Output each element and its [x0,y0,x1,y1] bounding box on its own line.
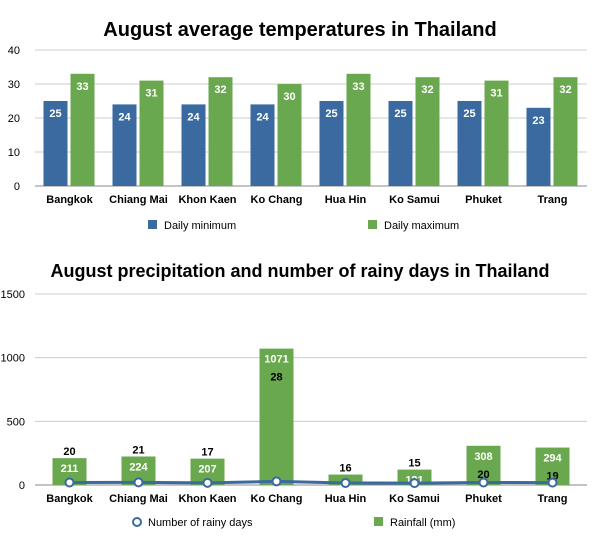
y-tick-label: 0 [19,480,25,492]
data-label: 24 [118,111,131,123]
data-label: 33 [76,81,88,93]
rainy-days-point [202,477,213,488]
x-tick-label: Khon Kaen [178,493,236,505]
x-tick-label: Trang [538,194,568,206]
data-label: 32 [214,84,226,96]
bar-max [553,77,578,186]
rainy-days-point [409,478,420,489]
bar-min [319,101,344,186]
rainfall-label: 1071 [264,354,288,366]
rainy-days-label: 17 [201,447,213,459]
bar-max [415,77,440,186]
rainy-days-label: 20 [477,469,489,481]
rainy-days-label: 15 [408,458,420,470]
bar-max [277,84,302,186]
rainy-days-point [271,476,282,487]
rainfall-label: 224 [129,461,148,473]
data-label: 24 [187,111,200,123]
data-label: 25 [325,108,337,120]
x-tick-label: Hua Hin [325,493,367,505]
rainfall-label: 294 [543,453,562,465]
bar-min [43,101,68,186]
data-label: 31 [490,88,502,100]
rainy-days-label: 21 [132,444,144,456]
rainy-days-label: 28 [270,372,282,384]
bar-min [457,101,482,186]
x-tick-label: Phuket [465,493,502,505]
rainy-days-point [478,477,489,488]
rainy-days-point [340,477,351,488]
bar-max [139,80,164,186]
legend-label: Number of rainy days [148,517,253,529]
legend-swatch [368,220,377,229]
bar-min [112,104,137,186]
data-label: 25 [394,108,406,120]
rainfall-bar [397,469,432,485]
x-tick-label: Ko Chang [251,493,303,505]
legend-label: Daily minimum [164,220,236,232]
y-tick-label: 20 [8,113,20,125]
y-tick-label: 30 [8,79,20,91]
data-label: 32 [559,84,571,96]
rainfall-label: 211 [61,463,79,475]
rainfall-label: 207 [198,464,216,476]
x-tick-label: Ko Chang [251,194,303,206]
data-label: 25 [463,108,475,120]
bar-max [346,73,371,186]
data-label: 23 [532,115,544,127]
x-tick-label: Chiang Mai [109,194,168,206]
legend-label: Daily maximum [384,220,459,232]
y-tick-label: 1500 [1,289,25,301]
x-tick-label: Trang [538,493,568,505]
data-label: 25 [49,108,61,120]
data-label: 31 [145,88,157,100]
bar-min [388,101,413,186]
bar-max [484,80,509,186]
x-tick-label: Hua Hin [325,194,367,206]
data-label: 24 [256,111,269,123]
rainy-days-point [133,477,144,488]
x-tick-label: Bangkok [46,493,93,505]
legend-marker [132,517,142,527]
y-tick-label: 1000 [1,353,25,365]
y-tick-label: 0 [14,181,20,193]
bar-min [526,107,551,186]
rainfall-bar [259,348,294,485]
data-label: 30 [283,91,295,103]
rainy-days-point [64,477,75,488]
bar-min [181,104,206,186]
legend-label: Rainfall (mm) [390,517,455,529]
rainy-days-label: 16 [339,463,351,475]
rainy-days-label: 20 [63,446,75,458]
y-tick-label: 40 [8,45,20,57]
data-label: 33 [352,81,364,93]
bar-max [70,73,95,186]
rainy-days-point [547,477,558,488]
data-label: 32 [421,84,433,96]
x-tick-label: Chiang Mai [109,493,168,505]
chart-title: August average temperatures in Thailand [103,19,496,41]
legend-swatch [374,517,383,526]
bar-min [250,104,275,186]
rainfall-label: 308 [474,451,492,463]
y-tick-label: 10 [8,147,20,159]
x-tick-label: Bangkok [46,194,93,206]
x-tick-label: Ko Samui [389,493,440,505]
x-tick-label: Khon Kaen [178,194,236,206]
y-tick-label: 500 [7,416,25,428]
rainy-days-line [69,479,553,485]
x-tick-label: Phuket [465,194,502,206]
legend-swatch [148,220,157,229]
x-tick-label: Ko Samui [389,194,440,206]
bar-max [208,77,233,186]
chart-title: August precipitation and number of rainy… [50,261,549,281]
